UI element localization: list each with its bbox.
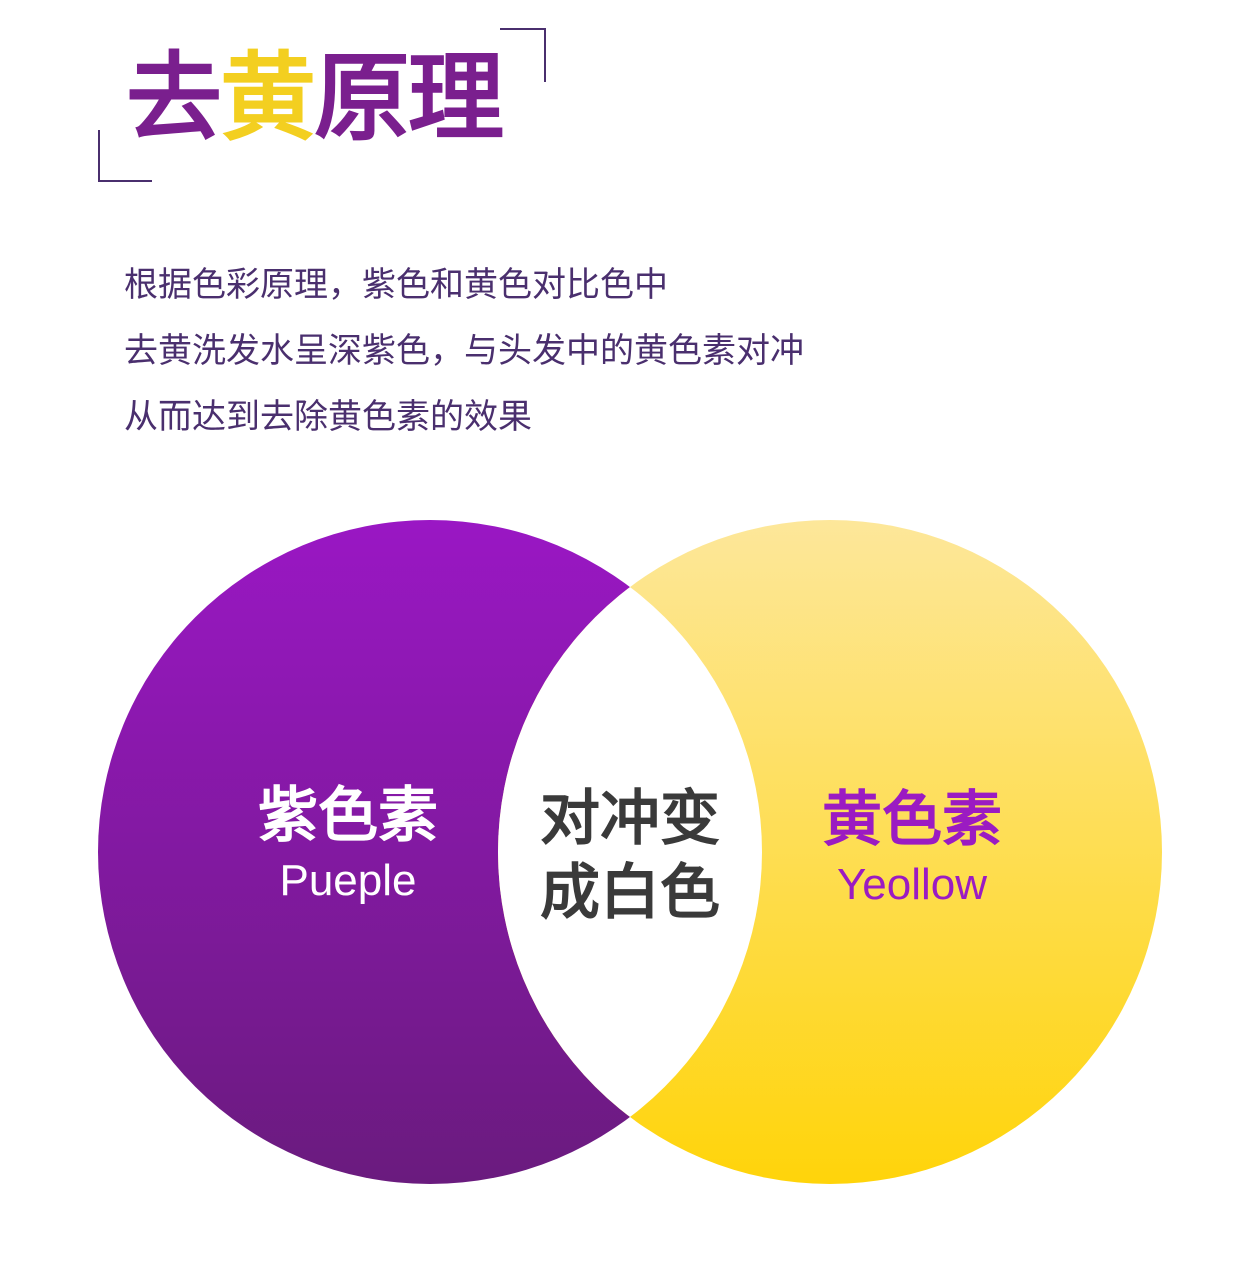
purple-label-cn: 紫色素 xyxy=(258,781,438,851)
yellow-label: 黄色素 Yeollow xyxy=(792,784,1032,914)
title-frame-corner-top-right xyxy=(500,28,546,82)
description-line-2: 去黄洗发水呈深紫色，与头发中的黄色素对冲 xyxy=(124,331,804,371)
description-line-1: 根据色彩原理，紫色和黄色对比色中 xyxy=(124,265,668,305)
yellow-label-en: Yeollow xyxy=(836,860,988,909)
title-part-2: 黄 xyxy=(220,42,316,154)
yellow-label-cn: 黄色素 xyxy=(822,785,1002,855)
title-part-1: 去 xyxy=(126,42,222,154)
title-part-3: 原理 xyxy=(314,42,504,154)
description-line-3: 从而达到去除黄色素的效果 xyxy=(124,397,532,437)
overlap-label-line-2: 成白色 xyxy=(540,858,720,928)
purple-label: 紫色素 Pueple xyxy=(228,780,468,910)
description: 根据色彩原理，紫色和黄色对比色中 去黄洗发水呈深紫色，与头发中的黄色素对冲 从而… xyxy=(124,252,1024,450)
page-title: 去黄原理 xyxy=(126,45,504,152)
purple-label-en: Pueple xyxy=(279,856,417,905)
title-frame: 去黄原理 xyxy=(98,28,546,182)
overlap-label: 对冲变 成白色 xyxy=(510,782,750,930)
title-frame-corner-bottom-left xyxy=(98,130,152,182)
overlap-label-line-1: 对冲变 xyxy=(540,784,720,854)
